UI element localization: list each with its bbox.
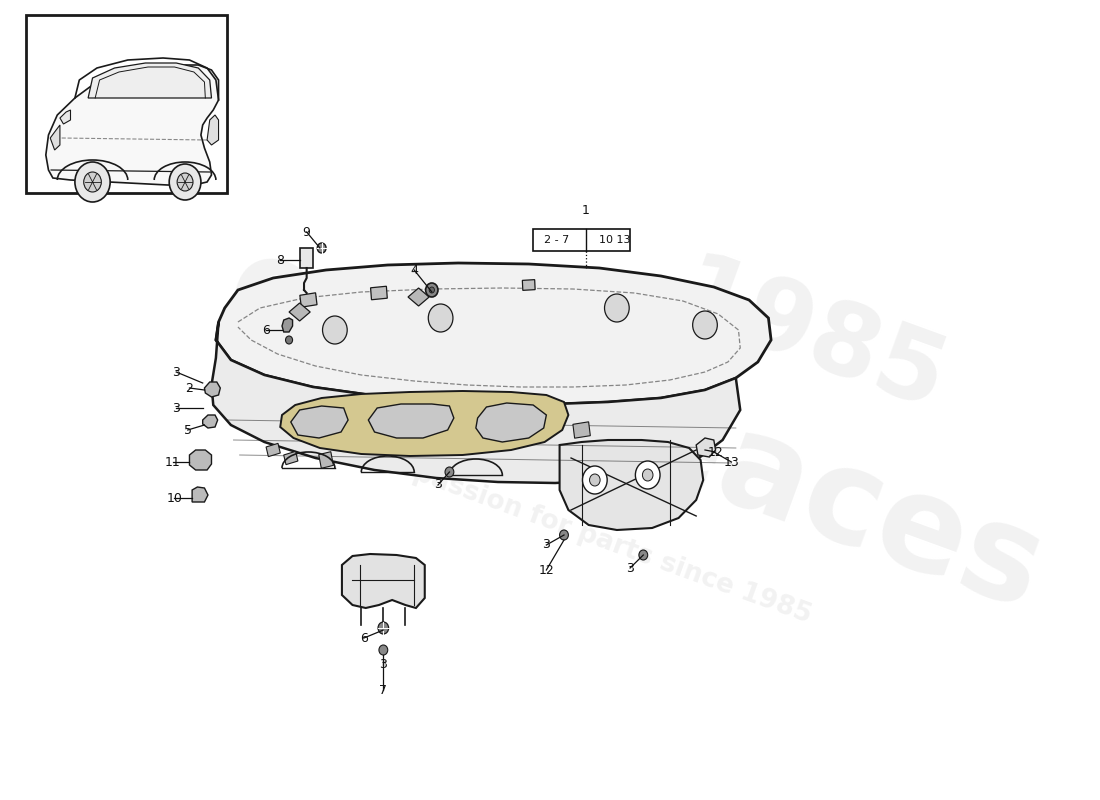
Text: 6: 6 — [262, 323, 271, 337]
Circle shape — [84, 172, 101, 192]
Polygon shape — [280, 391, 569, 456]
Polygon shape — [205, 382, 220, 397]
Polygon shape — [476, 403, 547, 442]
Circle shape — [639, 550, 648, 560]
Text: 3: 3 — [173, 366, 180, 378]
Text: 3: 3 — [626, 562, 634, 574]
Polygon shape — [300, 293, 317, 307]
Polygon shape — [573, 422, 591, 438]
Polygon shape — [216, 263, 771, 404]
Circle shape — [169, 164, 201, 200]
Text: 8: 8 — [276, 254, 284, 266]
Polygon shape — [284, 451, 298, 465]
Text: 11: 11 — [165, 455, 180, 469]
Polygon shape — [189, 450, 211, 470]
Text: 5: 5 — [184, 423, 191, 437]
Text: 12: 12 — [707, 446, 724, 458]
Text: 13: 13 — [724, 455, 739, 469]
Polygon shape — [192, 487, 208, 502]
Polygon shape — [282, 318, 293, 332]
Polygon shape — [266, 443, 280, 457]
Text: 6: 6 — [360, 631, 367, 645]
Text: 4: 4 — [410, 263, 418, 277]
Text: 1985: 1985 — [663, 247, 958, 433]
Text: 10: 10 — [166, 491, 183, 505]
Polygon shape — [408, 288, 429, 306]
Circle shape — [446, 467, 454, 477]
Circle shape — [286, 336, 293, 344]
Text: a passion for parts since 1985: a passion for parts since 1985 — [384, 451, 815, 629]
Text: 2: 2 — [186, 382, 194, 394]
Text: 12: 12 — [539, 563, 554, 577]
FancyBboxPatch shape — [534, 229, 630, 251]
Polygon shape — [59, 110, 70, 124]
Text: 9: 9 — [302, 226, 310, 238]
Circle shape — [583, 466, 607, 494]
Circle shape — [642, 469, 653, 481]
Text: 1: 1 — [582, 204, 590, 217]
Polygon shape — [299, 248, 312, 268]
Circle shape — [378, 645, 387, 655]
Text: 3: 3 — [173, 402, 180, 414]
Circle shape — [75, 162, 110, 202]
Polygon shape — [88, 63, 211, 98]
Polygon shape — [560, 440, 703, 530]
Polygon shape — [696, 438, 716, 457]
Circle shape — [317, 243, 326, 253]
Circle shape — [560, 530, 569, 540]
Circle shape — [428, 304, 453, 332]
Bar — [26, 15, 228, 193]
Polygon shape — [368, 404, 454, 438]
Circle shape — [177, 173, 192, 191]
Text: 3: 3 — [434, 478, 442, 491]
Circle shape — [636, 461, 660, 489]
Circle shape — [693, 311, 717, 339]
Circle shape — [322, 316, 348, 344]
Text: 2 - 7: 2 - 7 — [544, 235, 570, 245]
Circle shape — [378, 622, 388, 634]
Text: 3: 3 — [379, 658, 387, 671]
Text: 7: 7 — [379, 683, 387, 697]
Polygon shape — [319, 452, 333, 468]
Circle shape — [426, 283, 438, 297]
Circle shape — [590, 474, 601, 486]
Circle shape — [429, 287, 434, 293]
Polygon shape — [211, 322, 740, 483]
Text: europeaces: europeaces — [209, 223, 1059, 637]
Polygon shape — [202, 415, 218, 428]
Polygon shape — [342, 554, 425, 608]
Text: 10 13: 10 13 — [600, 235, 631, 245]
Circle shape — [605, 294, 629, 322]
Polygon shape — [46, 65, 219, 185]
Polygon shape — [290, 406, 348, 438]
Polygon shape — [207, 115, 219, 145]
Polygon shape — [371, 286, 387, 300]
Text: 3: 3 — [542, 538, 550, 551]
Polygon shape — [522, 280, 535, 290]
Polygon shape — [51, 125, 59, 150]
Polygon shape — [289, 303, 310, 321]
